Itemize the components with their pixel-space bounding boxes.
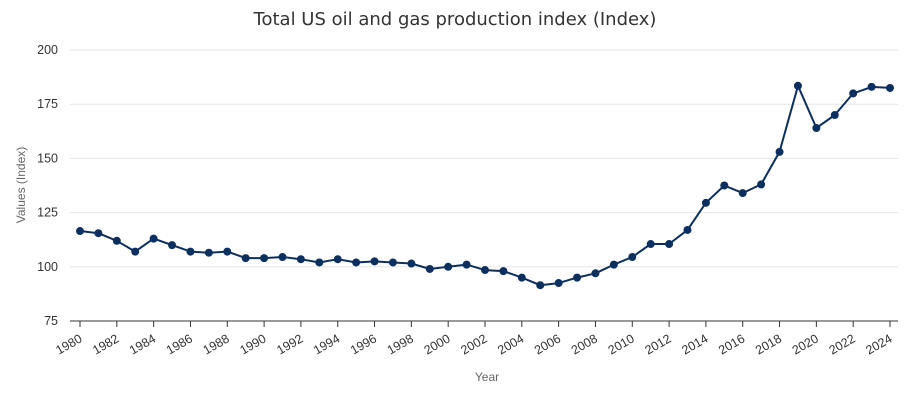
y-tick-label-100: 100 [37,260,58,274]
data-point-1980 [76,227,84,236]
x-tick-label-2000: 2000 [422,331,453,357]
x-tick-label-2002: 2002 [458,331,489,357]
gridlines [70,49,898,268]
y-axis-title: Values (Index) [14,147,28,223]
data-point-2016 [738,189,747,198]
data-point-2001 [462,260,471,269]
data-point-2017 [757,180,766,189]
data-point-1982 [112,236,121,245]
data-point-2011 [646,240,655,249]
data-point-2020 [812,124,821,133]
x-tick-label-1984: 1984 [127,331,158,357]
data-point-2002 [481,266,489,275]
data-point-2022 [849,89,858,98]
data-point-1995 [352,258,361,267]
data-point-2004 [517,273,526,282]
data-point-2010 [628,253,637,262]
data-point-2009 [609,260,618,269]
data-point-2013 [683,225,692,234]
data-point-2007 [573,273,582,282]
data-point-1992 [296,255,305,264]
data-point-1993 [315,258,324,267]
x-tick-label-1988: 1988 [201,331,232,357]
x-tick-label-1996: 1996 [348,331,379,357]
x-tick-label-1982: 1982 [90,331,121,357]
x-tick-label-2018: 2018 [753,331,784,357]
data-point-2018 [775,147,784,156]
data-point-1994 [333,255,342,264]
x-tick-label-2012: 2012 [643,331,674,357]
data-point-1988 [223,247,232,256]
series-line [79,84,891,287]
y-tick-label-75: 75 [44,314,58,328]
data-point-2003 [499,267,508,276]
x-tick-label-2008: 2008 [569,331,600,357]
y-tick-label-175: 175 [37,97,58,111]
x-tick-label-2024: 2024 [863,331,894,357]
x-tick-label-2006: 2006 [532,331,563,357]
data-point-2005 [536,281,545,290]
x-tick-label-1994: 1994 [311,331,342,357]
y-tick-label-200: 200 [37,43,58,57]
x-tick-label-2020: 2020 [790,331,821,357]
data-point-1984 [149,234,158,243]
data-point-1990 [260,254,269,263]
data-point-2014 [701,198,710,207]
data-point-1989 [241,254,250,263]
x-tick-label-2004: 2004 [495,331,526,357]
data-point-1996 [370,257,379,266]
data-point-2006 [554,279,563,288]
data-point-2012 [665,240,674,249]
data-point-1981 [94,229,103,238]
data-point-2019 [793,81,802,90]
data-point-1983 [131,247,140,256]
data-point-2023 [867,82,876,91]
data-point-1987 [204,248,213,257]
x-tick-label-2014: 2014 [679,331,710,357]
x-axis-title: Year [475,370,499,384]
x-tick-label-1986: 1986 [164,331,195,357]
x-tick-label-1992: 1992 [274,331,305,357]
y-axis-ticks: 75 100 125 150 175 200 [37,43,58,328]
x-tick-label-1990: 1990 [238,331,269,357]
x-tick-label-2022: 2022 [827,331,858,357]
x-tick-label-2010: 2010 [606,331,637,357]
data-point-1999 [425,264,434,273]
x-tick-label-2016: 2016 [716,331,747,357]
series-production-index [76,81,894,290]
x-tick-label-1998: 1998 [385,331,416,357]
data-point-1985 [168,241,177,250]
y-tick-label-150: 150 [37,151,58,165]
data-point-2015 [720,181,729,190]
data-point-1986 [186,247,195,256]
data-point-2000 [444,262,453,271]
data-point-1998 [407,259,416,268]
data-point-2024 [886,83,894,92]
y-tick-label-125: 125 [37,206,58,220]
x-axis-ticks: 1980 1982 1984 1986 1988 1990 1992 1994 1996 1998… [53,321,895,358]
chart-title: Total US oil and gas production index (I… [253,9,657,30]
data-point-2021 [830,111,839,120]
data-point-1991 [278,253,287,262]
data-point-2008 [591,269,600,278]
data-point-1997 [388,258,397,267]
x-tick-label-1980: 1980 [53,331,84,357]
